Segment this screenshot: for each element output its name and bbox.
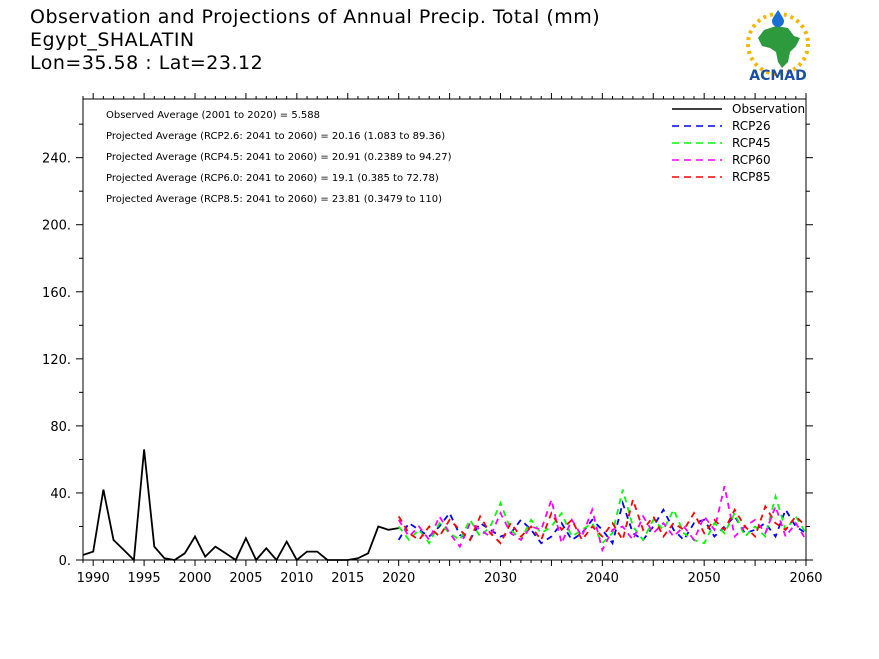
x-tick-label: 1990 (77, 571, 110, 586)
africa-continent-icon (758, 26, 800, 68)
station-name: Egypt_SHALATIN (30, 29, 195, 51)
title-block: Observation and Projections of Annual Pr… (30, 6, 600, 75)
y-tick-label: 120. (42, 353, 71, 368)
stat-line: Projected Average (RCP8.5: 2041 to 2060)… (106, 194, 442, 205)
x-tick-label: 2040 (586, 571, 619, 586)
y-tick-label: 200. (42, 219, 71, 234)
x-tick-label: 2050 (688, 571, 721, 586)
x-tick-label: 2015 (331, 571, 364, 586)
series-line-rcp45 (397, 489, 807, 545)
y-tick-label: 40. (50, 487, 71, 502)
x-tick-label: 2000 (178, 571, 211, 586)
x-tick-label: 1995 (128, 571, 161, 586)
x-tick-label: 2010 (280, 571, 313, 586)
legend-label: Observation (732, 102, 805, 116)
series-line-observation (82, 449, 399, 562)
stat-line: Observed Average (2001 to 2020) = 5.588 (106, 110, 320, 121)
legend-label: RCP45 (732, 136, 771, 150)
series-line-rcp60 (397, 485, 807, 553)
x-tick-label: 2020 (382, 571, 415, 586)
legend-label: RCP26 (732, 119, 771, 133)
legend: Observation RCP26 RCP45 RCP60 RCP85 (672, 102, 805, 184)
logo-wordmark: ACMAD (749, 68, 807, 84)
y-tick-label: 240. (42, 152, 71, 167)
y-tick-label: 0. (59, 554, 71, 569)
stat-line: Projected Average (RCP2.6: 2041 to 2060)… (106, 131, 445, 142)
acmad-logo: ACMAD (746, 10, 810, 84)
axes-layer: 1990 1995 2000 2005 2010 2015 2020 2030 2040 2050… (42, 93, 823, 586)
series-line-rcp85 (397, 496, 807, 545)
y-tick-label: 160. (42, 286, 71, 301)
water-drop-icon (772, 10, 784, 27)
stat-line: Projected Average (RCP6.0: 2041 to 2060)… (106, 173, 439, 184)
x-tick-label: 2060 (789, 571, 822, 586)
legend-label: RCP60 (732, 153, 771, 167)
x-tick-label: 2005 (229, 571, 262, 586)
stats-layer: Observed Average (2001 to 2020) = 5.588 P… (106, 110, 452, 205)
x-tick-label: 2030 (484, 571, 517, 586)
plot-frame (82, 98, 807, 561)
y-tick-label: 80. (50, 420, 71, 435)
legend-label: RCP85 (732, 170, 771, 184)
chart-title: Observation and Projections of Annual Pr… (30, 6, 601, 28)
series-layer (82, 449, 807, 562)
station-coordinates: Lon=35.58 : Lat=23.12 (30, 52, 264, 74)
stat-line: Projected Average (RCP4.5: 2041 to 2060)… (106, 152, 452, 163)
